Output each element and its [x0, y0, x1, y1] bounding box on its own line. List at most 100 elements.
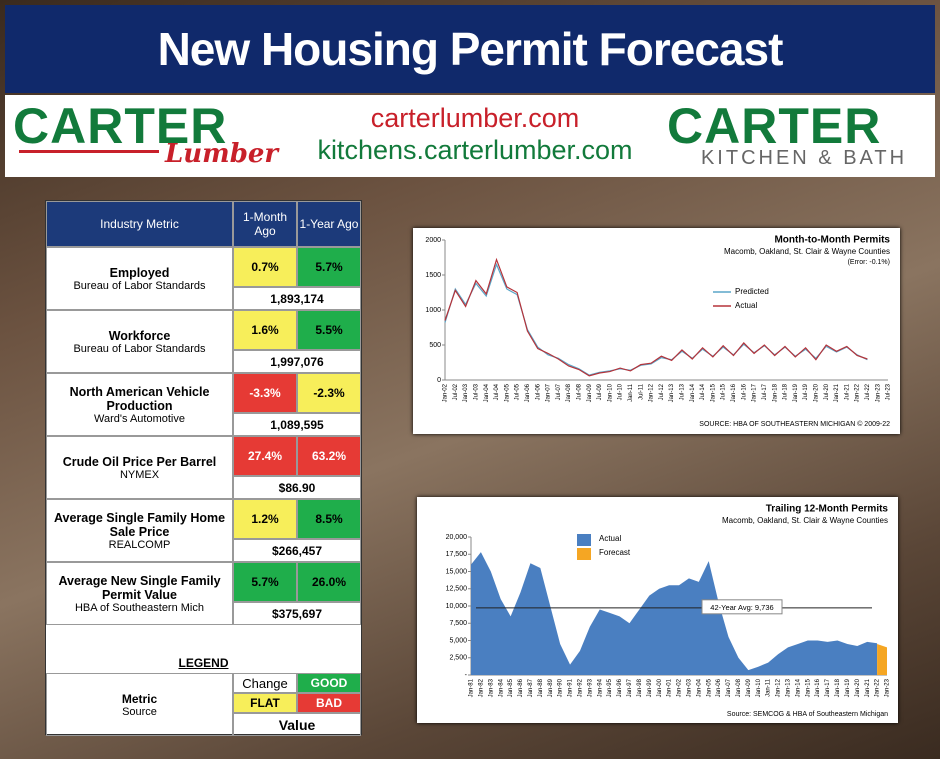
- x-tick-label: Jan-11: [628, 383, 634, 402]
- x-tick-label: Jan-02: [677, 678, 683, 697]
- legend-metric-name: Metric: [122, 692, 157, 706]
- metric-value: 1,893,174: [233, 287, 361, 310]
- year-change: -2.3%: [297, 373, 361, 413]
- y-tick-label: 1500: [425, 272, 441, 279]
- chart: Month-to-Month PermitsMacomb, Oakland, S…: [413, 228, 900, 434]
- x-tick-label: Jul-10: [618, 383, 624, 400]
- header-cell: 1-Month Ago: [233, 201, 297, 247]
- x-tick-label: Jul-14: [700, 383, 706, 400]
- x-tick-label: Jan-00: [657, 678, 663, 697]
- x-tick-label: Jan-87: [528, 678, 534, 697]
- y-tick-label: 12,500: [446, 586, 468, 593]
- x-tick-label: Jul-07: [556, 383, 562, 400]
- x-tick-label: Jul-17: [762, 383, 768, 400]
- x-tick-label: Jan-84: [498, 678, 504, 697]
- metric-source: Bureau of Labor Standards: [73, 343, 205, 355]
- line: [445, 260, 867, 376]
- x-tick-label: Jul-09: [597, 383, 603, 400]
- legend-label: Predicted: [735, 287, 769, 296]
- x-tick-label: Jul-03: [473, 383, 479, 400]
- url: kitchens.carterlumber.com: [305, 135, 645, 166]
- x-tick-label: Jan-16: [731, 383, 737, 402]
- x-tick-label: Jan-20: [855, 678, 861, 697]
- x-tick-label: Jan-14: [795, 678, 801, 697]
- legend-metric: MetricSource: [46, 673, 233, 736]
- y-tick-label: 17,500: [446, 551, 468, 558]
- x-tick-label: Jan-09: [587, 383, 593, 402]
- x-tick-label: Jul-11: [638, 383, 644, 400]
- chart-source: SOURCE: HBA OF SOUTHEASTERN MICHIGAN © 2…: [699, 420, 890, 428]
- x-tick-label: Jan-12: [649, 383, 655, 402]
- x-tick-label: Jan-22: [875, 678, 881, 697]
- x-tick-label: Jan-08: [566, 383, 572, 402]
- x-tick-label: Jan-05: [504, 383, 510, 402]
- month-change: 0.7%: [233, 247, 297, 287]
- x-tick-label: Jan-17: [825, 678, 831, 697]
- metric-source: HBA of Southeastern Mich: [75, 602, 204, 614]
- x-tick-label: Jan-21: [865, 678, 871, 697]
- metric-value: $86.90: [233, 476, 361, 499]
- x-tick-label: Jan-16: [815, 678, 821, 697]
- metric-cell: Average Single Family Home Sale PriceREA…: [46, 499, 233, 562]
- legend-label: Forecast: [599, 548, 631, 557]
- x-tick-label: Jan-10: [756, 678, 762, 697]
- year-change: 26.0%: [297, 562, 361, 602]
- y-tick-label: 0: [437, 377, 441, 384]
- legend-good: GOOD: [297, 673, 361, 693]
- x-tick-label: Jan-18: [772, 383, 778, 402]
- chart-subtitle: Macomb, Oakland, St. Clair & Wayne Count…: [722, 516, 888, 525]
- y-tick-label: 2000: [425, 237, 441, 244]
- legend-change: Change: [233, 673, 297, 693]
- x-tick-label: Jan-13: [669, 383, 675, 402]
- x-tick-label: Jan-17: [752, 383, 758, 402]
- metric-source: Ward's Automotive: [94, 413, 185, 425]
- year-change: 8.5%: [297, 499, 361, 539]
- legend-title: LEGEND: [46, 653, 361, 673]
- x-tick-label: Jul-06: [535, 383, 541, 400]
- metric-cell: EmployedBureau of Labor Standards: [46, 247, 233, 310]
- x-tick-label: Jan-12: [776, 678, 782, 697]
- metric-name: Employed: [104, 266, 176, 280]
- metric-value: 1,997,076: [233, 350, 361, 373]
- x-tick-label: Jan-11: [766, 678, 772, 697]
- x-tick-label: Jan-94: [597, 678, 603, 697]
- x-tick-label: Jan-83: [488, 678, 494, 697]
- x-tick-label: Jul-04: [494, 383, 500, 400]
- metric-name: Crude Oil Price Per Barrel: [57, 455, 223, 469]
- x-tick-label: Jan-99: [647, 678, 653, 697]
- x-tick-label: Jan-22: [855, 383, 861, 402]
- x-tick-label: Jan-85: [508, 678, 514, 697]
- page: New Housing Permit Forecast CARTER Lumbe…: [0, 0, 940, 759]
- metric-value: 1,089,595: [233, 413, 361, 436]
- header-cell: 1-Year Ago: [297, 201, 361, 247]
- page-title: New Housing Permit Forecast: [5, 5, 935, 93]
- metric-source: NYMEX: [120, 469, 159, 481]
- x-tick-label: Jan-10: [607, 383, 613, 402]
- x-tick-label: Jul-13: [680, 383, 686, 400]
- y-tick-label: 500: [429, 342, 441, 349]
- y-tick-label: 2,500: [449, 655, 467, 662]
- x-tick-label: Jul-23: [886, 383, 892, 400]
- x-tick-label: Jan-09: [746, 678, 752, 697]
- logo-band: CARTER Lumber carterlumber.com kitchens.…: [5, 95, 935, 177]
- legend-flat: FLAT: [233, 693, 297, 713]
- legend-bad: BAD: [297, 693, 361, 713]
- x-tick-label: Jan-23: [875, 383, 881, 402]
- x-tick-label: Jan-96: [617, 678, 623, 697]
- area: [877, 644, 887, 675]
- area: [471, 552, 877, 675]
- x-tick-label: Jan-07: [726, 678, 732, 697]
- x-tick-label: Jan-90: [558, 678, 564, 697]
- x-tick-label: Jan-19: [793, 383, 799, 402]
- x-tick-label: Jan-23: [885, 678, 891, 697]
- legend-label: Actual: [599, 534, 621, 543]
- x-tick-label: Jul-08: [577, 383, 583, 400]
- metric-name: Average New Single Family Permit Value: [47, 574, 232, 602]
- x-tick-label: Jul-20: [824, 383, 830, 400]
- y-tick-label: 20,000: [446, 534, 468, 541]
